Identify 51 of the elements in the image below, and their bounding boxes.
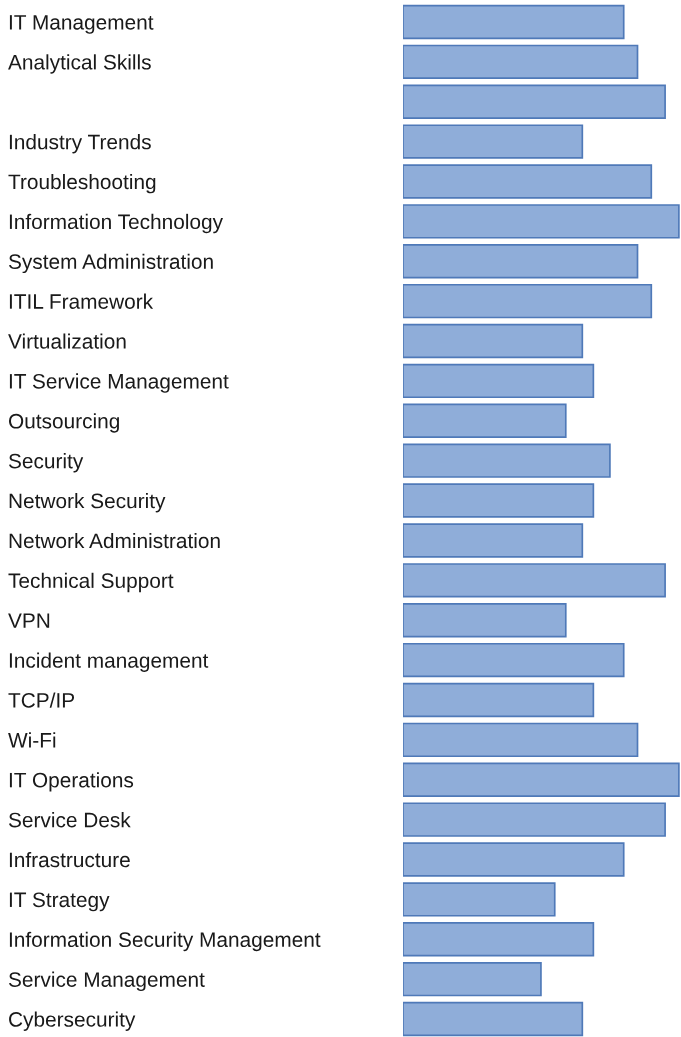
bar (403, 283, 653, 319)
y-tick-label: Infrastructure (9, 851, 130, 868)
bar (403, 443, 611, 478)
y-tick-label: Troubleshooting (8, 173, 156, 194)
bar (403, 523, 584, 558)
bar (403, 244, 639, 279)
y-tick-label: ITIL Framework (9, 293, 154, 309)
bar (403, 642, 625, 678)
bar (403, 802, 666, 837)
y-tick-label: System Administration (8, 253, 213, 274)
bar (403, 682, 595, 718)
y-tick-label: Technical Support (8, 572, 174, 593)
y-tick-label: Network Security (9, 493, 166, 513)
bar (403, 403, 567, 438)
y-tick-label: Network Administration (9, 532, 220, 549)
bar (403, 603, 567, 638)
y-tick-label: Security (8, 453, 84, 473)
bar (403, 563, 666, 598)
y-tick-label: Analytical Skills (8, 54, 151, 74)
y-tick-label: Service Management (8, 971, 205, 992)
bar (403, 44, 639, 80)
y-tick-label: Information Technology (9, 213, 223, 234)
y-tick-label: IT Operations (9, 772, 134, 792)
bar (403, 882, 556, 917)
bar (403, 842, 625, 877)
y-tick-label: IT Service Management (9, 373, 229, 393)
bar (403, 323, 584, 359)
y-tick-label: Virtualization (8, 333, 126, 349)
bar (403, 4, 625, 40)
y-tick-label: VPN (8, 613, 50, 628)
bar (403, 1001, 584, 1037)
bar (403, 722, 639, 758)
bar (403, 84, 666, 119)
y-tick-label: Industry Trends (9, 134, 151, 154)
y-tick-label: TCP/IP (8, 692, 75, 708)
y-tick-label: IT Strategy (9, 892, 110, 912)
y-tick-label: Outsourcing (8, 413, 119, 433)
bar (403, 961, 542, 997)
y-tick-label: Service Desk (8, 812, 131, 828)
bar (403, 483, 595, 518)
bar (403, 922, 595, 957)
y-tick-label: Cybersecurity (9, 1011, 136, 1031)
bar (403, 124, 584, 159)
bar (403, 762, 680, 797)
bar (403, 363, 595, 399)
y-tick-label: Wi-Fi (8, 732, 56, 748)
y-tick-label: IT Management (9, 15, 154, 34)
bar (403, 164, 653, 199)
y-tick-label: Incident management (9, 652, 209, 672)
bar (403, 204, 680, 239)
y-tick-label: Information Security Management (9, 931, 321, 952)
